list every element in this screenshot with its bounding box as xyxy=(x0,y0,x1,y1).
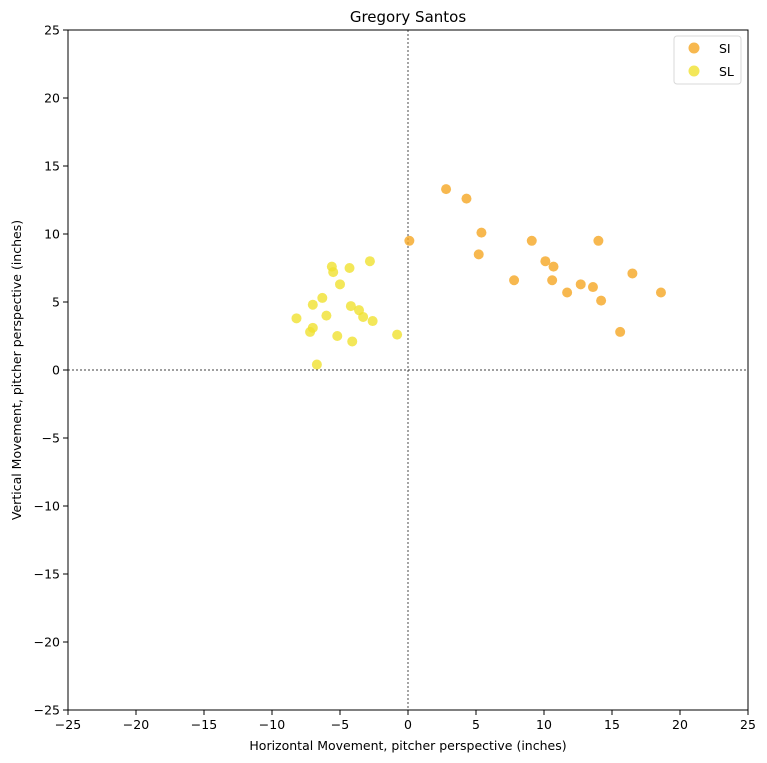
y-tick-label: −15 xyxy=(34,567,60,582)
x-tick-label: −25 xyxy=(55,717,81,732)
point-si xyxy=(627,268,638,279)
chart-title: Gregory Santos xyxy=(350,8,466,26)
x-tick-label: −10 xyxy=(259,717,285,732)
y-tick-label: 25 xyxy=(44,23,60,38)
point-si xyxy=(615,326,626,337)
point-si xyxy=(441,184,452,195)
point-si xyxy=(562,287,573,298)
point-si xyxy=(461,193,472,204)
x-axis-label: Horizontal Movement, pitcher perspective… xyxy=(249,738,566,753)
point-si xyxy=(476,227,487,238)
legend-marker-si xyxy=(688,42,700,54)
point-si xyxy=(473,249,484,260)
point-sl xyxy=(311,359,322,370)
x-tick-label: −5 xyxy=(331,717,349,732)
point-sl xyxy=(317,292,328,303)
legend: SI SL xyxy=(673,35,742,85)
point-sl xyxy=(291,313,302,324)
point-sl xyxy=(345,301,356,312)
legend-label-si: SI xyxy=(719,41,731,56)
point-sl xyxy=(367,316,378,327)
legend-marker-sl xyxy=(688,65,700,77)
y-axis-label: Vertical Movement, pitcher perspective (… xyxy=(9,220,24,520)
point-si xyxy=(540,256,551,267)
y-tick-label: 0 xyxy=(52,363,60,378)
x-tick-label: −20 xyxy=(123,717,149,732)
point-si xyxy=(587,282,598,293)
y-tick-label: 20 xyxy=(44,91,60,106)
point-si xyxy=(548,261,559,272)
point-sl xyxy=(344,263,355,273)
point-sl xyxy=(321,310,332,321)
point-sl xyxy=(335,279,345,290)
point-sl xyxy=(347,336,358,347)
legend-label-sl: SL xyxy=(719,64,734,79)
plot-area: −25 −20 −15 −10 −5 0 5 10 15 20 25 −25 −20 −15 −10 −5 0 5… xyxy=(34,23,756,733)
y-tick-label: −25 xyxy=(34,703,60,718)
x-tick-label: 10 xyxy=(536,717,552,732)
point-sl xyxy=(307,322,318,333)
point-sl xyxy=(332,331,343,341)
point-si xyxy=(509,275,520,286)
y-tick-label: 15 xyxy=(44,159,60,174)
point-si xyxy=(526,235,537,246)
y-tick-label: −20 xyxy=(34,635,60,650)
point-sl xyxy=(307,299,318,310)
point-sl xyxy=(392,329,403,340)
point-sl xyxy=(364,256,375,267)
point-si xyxy=(547,275,558,286)
point-si xyxy=(593,235,604,246)
point-si xyxy=(655,287,666,298)
y-tick-label: −5 xyxy=(42,431,60,446)
point-si xyxy=(596,295,607,306)
point-si xyxy=(404,235,415,246)
point-sl xyxy=(328,267,339,278)
x-tick-label: 5 xyxy=(472,717,480,732)
point-si xyxy=(575,279,586,290)
point-sl xyxy=(358,311,369,322)
x-tick-label: 25 xyxy=(740,717,756,732)
y-tick-label: 10 xyxy=(44,227,60,242)
y-tick-label: 5 xyxy=(52,295,60,310)
x-tick-label: 20 xyxy=(672,717,688,732)
x-tick-label: 15 xyxy=(604,717,620,732)
x-tick-label: 0 xyxy=(404,717,412,732)
y-tick-label: −10 xyxy=(34,499,60,514)
x-tick-label: −15 xyxy=(191,717,217,732)
